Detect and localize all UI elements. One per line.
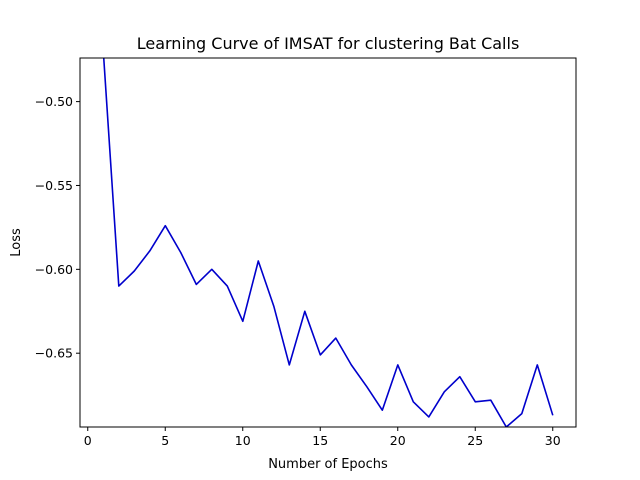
y-tick-label: −0.65 [35,346,73,361]
data-point [351,364,352,365]
x-tick-label: 0 [84,433,92,448]
chart-title: Learning Curve of IMSAT for clustering B… [137,34,520,53]
data-point [397,364,398,365]
data-point [227,286,228,287]
data-point [444,391,445,392]
y-tick-label: −0.50 [35,94,73,109]
x-axis-label: Number of Epochs [268,457,388,472]
data-point [320,354,321,355]
data-point [304,311,305,312]
data-point [273,306,274,307]
data-point [165,225,166,226]
x-tick-label: 20 [390,433,406,448]
data-point [118,286,119,287]
data-point [521,413,522,414]
plot-frame [79,57,577,428]
data-point [149,250,150,251]
data-point [134,271,135,272]
data-point [366,386,367,387]
data-point [490,400,491,401]
data-point [459,376,460,377]
data-point [335,338,336,339]
x-tick-label: 10 [235,433,251,448]
data-point [552,415,553,416]
data-point [382,410,383,411]
y-axis-ticks: −0.50 −0.55 −0.60 −0.65 [35,94,80,361]
loss-series-line [102,58,554,427]
data-point [289,364,290,365]
y-axis-label: Loss [9,228,24,257]
data-point [413,401,414,402]
x-axis-ticks: 0 5 10 15 20 25 30 [84,427,561,448]
data-point [211,269,212,270]
x-tick-label: 5 [161,433,169,448]
data-point [242,321,243,322]
x-tick-label: 15 [312,433,328,448]
data-point [196,284,197,285]
y-tick-label: −0.60 [35,262,73,277]
x-tick-label: 25 [467,433,483,448]
loss-data-points [103,58,554,428]
data-point [475,401,476,402]
data-point [180,252,181,253]
data-point [537,364,538,365]
x-tick-label: 30 [545,433,561,448]
data-point [258,260,259,261]
y-tick-label: −0.55 [35,178,73,193]
data-point [428,416,429,417]
